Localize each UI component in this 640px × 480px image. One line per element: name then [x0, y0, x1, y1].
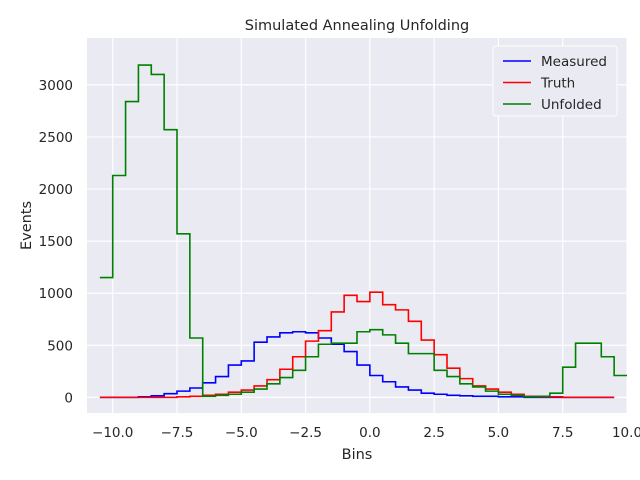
y-tick-label: 1000	[39, 286, 73, 302]
legend-box	[492, 45, 618, 117]
y-tick-label: 1500	[39, 234, 73, 250]
y-tick-label: 0	[64, 390, 73, 406]
y-tick-label: 2000	[39, 182, 73, 198]
x-axis-label: Bins	[342, 447, 373, 463]
x-tick-label: 7.5	[552, 425, 573, 441]
chart-title: Simulated Annealing Unfolding	[245, 18, 469, 34]
series-line-truth	[99, 291, 615, 399]
series-measured	[99, 330, 615, 399]
series-line-measured	[99, 330, 615, 399]
x-tick-label: 10.0	[612, 425, 640, 441]
x-tick-label: −5.0	[225, 425, 258, 441]
series-truth	[99, 291, 615, 399]
y-tick-label: 3000	[39, 78, 73, 94]
legend-label: Unfolded	[541, 97, 602, 113]
series-layer	[99, 64, 627, 399]
series-unfolded	[99, 64, 627, 398]
tick-labels: −10.0 −7.5 −5.0 −2.5 0.0 2.5 5.0 7.5 10.0 0 500 100…	[39, 78, 640, 441]
legend-label: Measured	[541, 54, 607, 70]
x-tick-label: 0.0	[359, 425, 380, 441]
legend-label: Truth	[540, 76, 575, 92]
x-tick-label: −7.5	[161, 425, 194, 441]
x-tick-label: 2.5	[423, 425, 444, 441]
y-tick-label: 2500	[39, 130, 73, 146]
x-tick-label: −10.0	[92, 425, 133, 441]
legend: Measured Truth Unfolded	[492, 45, 618, 117]
x-tick-label: 5.0	[488, 425, 509, 441]
x-tick-label: −2.5	[289, 425, 322, 441]
y-axis-label: Events	[19, 201, 35, 250]
y-tick-label: 500	[47, 338, 73, 354]
series-line-unfolded	[99, 64, 627, 398]
